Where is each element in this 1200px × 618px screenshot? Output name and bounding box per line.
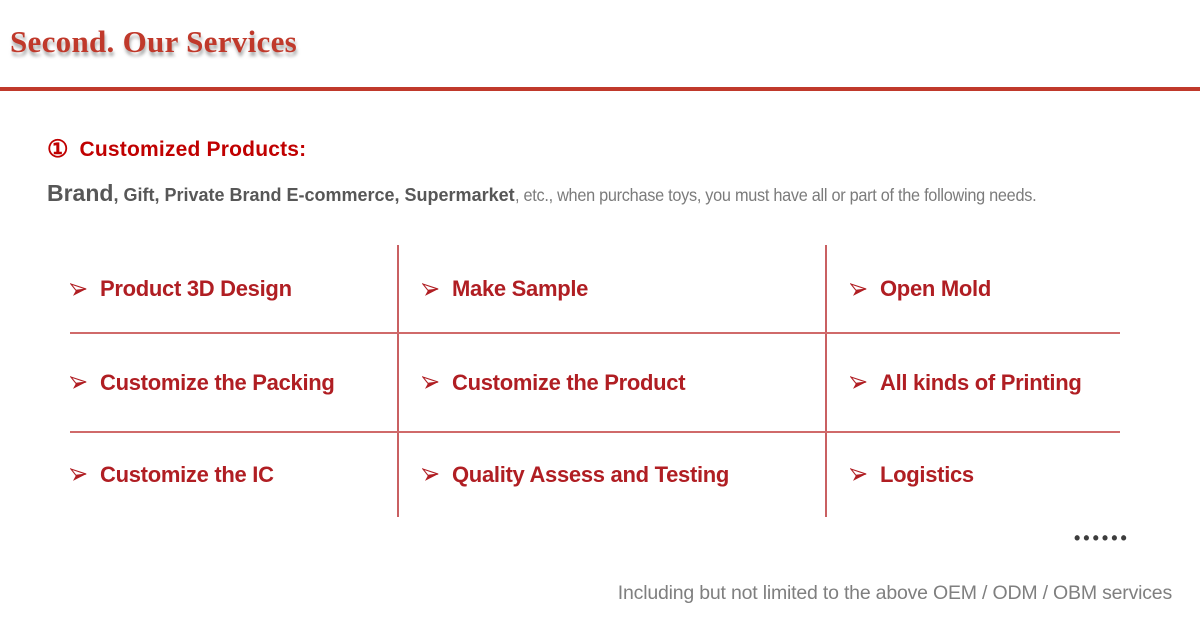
grid-horizontal-divider: [70, 332, 1120, 334]
title-divider-rule: [0, 87, 1200, 91]
intro-bold-text: , Gift, Private Brand E-commerce, Superm…: [113, 185, 515, 205]
intro-tail-text: , etc., when purchase toys, you must hav…: [514, 185, 1037, 205]
footer-note: Including but not limited to the above O…: [617, 582, 1172, 604]
grid-vertical-divider: [397, 245, 399, 517]
services-grid: Product 3D Design Make Sample Open Mold …: [70, 245, 1120, 517]
more-services-ellipsis: ••••••: [1074, 528, 1130, 548]
arrowhead-bullet-icon: [70, 376, 87, 389]
service-item-label: Customize the Product: [452, 369, 686, 395]
service-item-label: All kinds of Printing: [880, 369, 1082, 395]
section-heading: ① Customized Products:: [47, 138, 306, 162]
services-cells: Product 3D Design Make Sample Open Mold …: [70, 245, 1120, 517]
section-heading-label: Customized Products:: [79, 138, 307, 161]
service-item-label: Open Mold: [880, 276, 991, 301]
arrowhead-bullet-icon: [422, 376, 439, 389]
service-item: Make Sample: [398, 245, 826, 333]
service-item: Logistics: [826, 432, 1120, 517]
page-title: Second. Our Services: [10, 24, 297, 59]
intro-lead-text: Brand: [47, 180, 114, 206]
service-item: Quality Assess and Testing: [398, 432, 826, 517]
service-item-label: Quality Assess and Testing: [452, 461, 730, 487]
service-item-label: Make Sample: [452, 276, 589, 301]
arrowhead-bullet-icon: [850, 282, 867, 296]
arrowhead-bullet-icon: [422, 282, 439, 296]
service-item-label: Customize the Packing: [100, 369, 335, 395]
service-item-label: Product 3D Design: [100, 276, 292, 301]
intro-sentence: Brand, Gift, Private Brand E-commerce, S…: [47, 180, 1075, 207]
service-item: All kinds of Printing: [826, 333, 1120, 432]
arrowhead-bullet-icon: [850, 376, 867, 389]
service-item-label: Customize the IC: [100, 461, 274, 487]
service-item: Customize the IC: [70, 432, 398, 517]
grid-vertical-divider: [825, 245, 827, 517]
arrowhead-bullet-icon: [422, 468, 439, 481]
service-item: Open Mold: [826, 245, 1120, 333]
service-item: Customize the Packing: [70, 333, 398, 432]
service-item-label: Logistics: [880, 461, 974, 487]
arrowhead-bullet-icon: [850, 468, 867, 481]
circled-number-icon: ①: [47, 136, 69, 163]
grid-horizontal-divider: [70, 431, 1120, 433]
arrowhead-bullet-icon: [70, 282, 87, 296]
service-item: Product 3D Design: [70, 245, 398, 333]
arrowhead-bullet-icon: [70, 468, 87, 481]
service-item: Customize the Product: [398, 333, 826, 432]
